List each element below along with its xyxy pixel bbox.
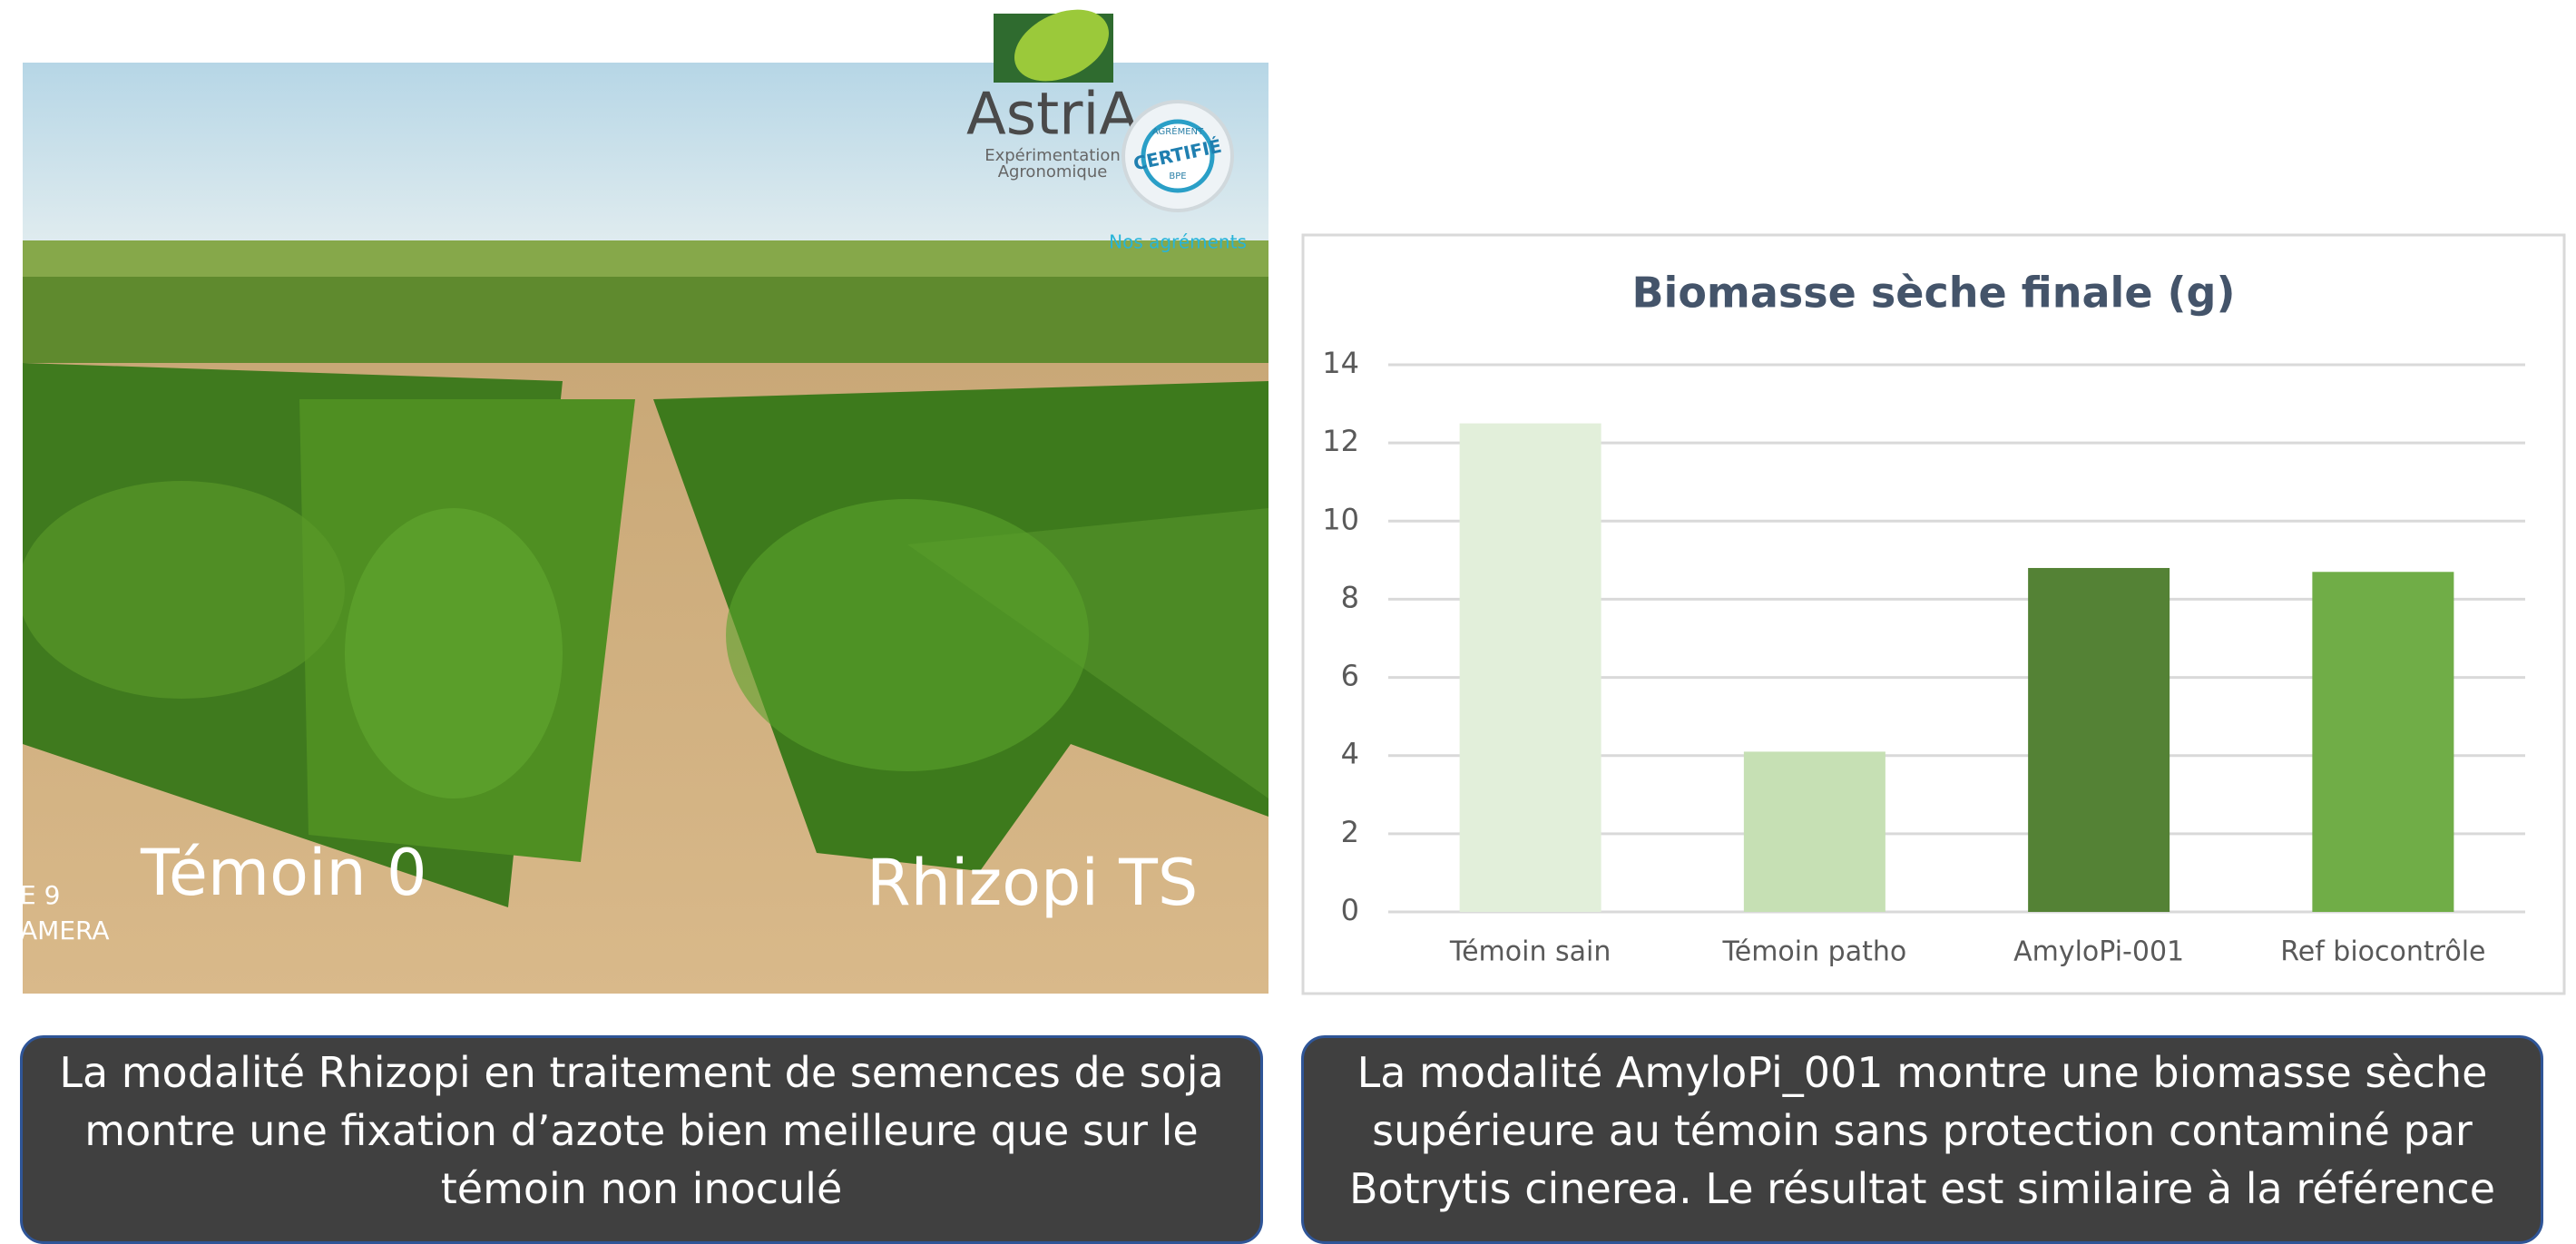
caption-line: supérieure au témoin sans protection con… [1304,1102,2541,1160]
y-tick-label: 8 [1341,580,1359,614]
caption: La modalité AmyloPi_001 montre une bioma… [1301,1035,2543,1244]
caption: La modalité Rhizopi en traitement de sem… [20,1035,1263,1244]
y-tick-label: 2 [1341,815,1359,849]
badge-top: AGRÉMENT [1152,125,1204,137]
badge-code: BPE [1169,171,1186,181]
caption-line: La modalité Rhizopi en traitement de sem… [23,1043,1260,1102]
y-tick-label: 0 [1341,893,1359,927]
caption-line: La modalité AmyloPi_001 montre une bioma… [1304,1043,2541,1102]
bar [1744,751,1885,912]
page: AstriA Expérimentation Agronomique AGRÉM… [0,0,2576,1203]
x-tick-label: Ref biocontrôle [2280,936,2485,968]
y-tick-label: 14 [1322,346,1359,380]
photo-label: Rhizopi TS [867,846,1198,920]
y-tick-label: 4 [1341,737,1359,771]
photo-stamp: AMERA [20,916,109,945]
y-tick-label: 12 [1322,424,1359,458]
x-tick-label: AmyloPi-001 [2013,936,2184,968]
y-tick-label: 10 [1322,502,1359,536]
chart-title: Biomasse sèche finale (g) [1631,269,2235,318]
slide: AstriA Expérimentation Agronomique AGRÉM… [0,0,2576,1203]
x-tick-label: Témoin patho [1722,936,1907,968]
caption-line: montre une fixation d’azote bien meilleu… [23,1102,1260,1160]
photo-label: Témoin 0 [140,836,427,910]
logo-sub: Agronomique [998,162,1108,181]
caption-line: témoin non inoculé [23,1160,1260,1218]
x-tick-label: Témoin sain [1449,936,1611,968]
agrements-link[interactable]: Nos agréments [1109,231,1247,253]
y-tick-label: 6 [1341,659,1359,693]
bar [2028,568,2170,912]
bar [2312,572,2454,912]
photo-stamp: E 9 [20,880,60,910]
logo-name: AstriA [966,82,1139,149]
caption-line: Botrytis cinerea. Le résultat est simila… [1304,1160,2541,1218]
bar [1460,424,1601,912]
